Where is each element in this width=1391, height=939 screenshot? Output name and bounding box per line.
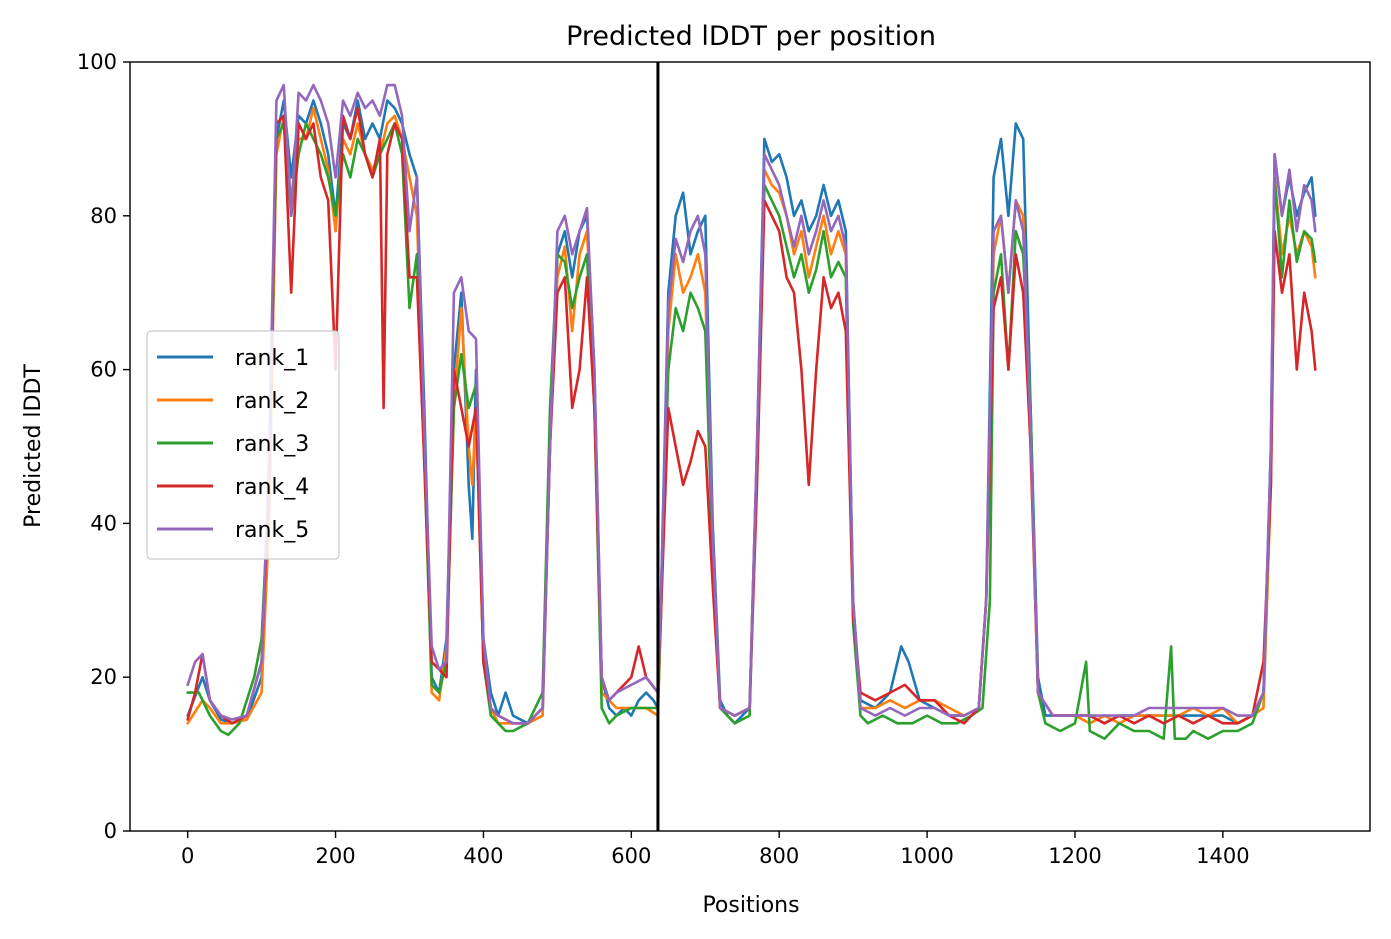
x-axis: 0 200 400 600 800 1000 1200 1400 bbox=[181, 831, 1250, 868]
legend-label: rank_3 bbox=[235, 432, 309, 457]
series-line-rank-5 bbox=[186, 83, 1317, 725]
x-tick-label: 800 bbox=[759, 844, 799, 868]
series-layer bbox=[186, 83, 1317, 740]
y-axis: 0 20 40 60 80 100 bbox=[77, 50, 130, 843]
y-tick-label: 40 bbox=[90, 511, 117, 535]
x-tick-label: 400 bbox=[463, 844, 503, 868]
legend-label: rank_1 bbox=[235, 346, 309, 371]
x-tick-label: 1200 bbox=[1048, 844, 1101, 868]
y-tick-label: 20 bbox=[90, 665, 117, 689]
y-tick-label: 100 bbox=[77, 50, 117, 74]
y-tick-label: 80 bbox=[90, 204, 117, 228]
x-axis-label: Positions bbox=[702, 893, 799, 918]
y-tick-label: 0 bbox=[104, 819, 117, 843]
legend-label: rank_4 bbox=[235, 475, 309, 500]
x-tick-label: 600 bbox=[611, 844, 651, 868]
legend: rank_1 rank_2 rank_3 rank_4 rank_5 bbox=[146, 330, 340, 560]
legend-box bbox=[146, 330, 340, 560]
legend-label: rank_5 bbox=[235, 518, 309, 543]
chart-title: Predicted lDDT per position bbox=[566, 21, 936, 52]
x-tick-label: 200 bbox=[316, 844, 356, 868]
y-tick-label: 60 bbox=[90, 358, 117, 382]
y-axis-label: Predicted lDDT bbox=[21, 364, 46, 528]
x-tick-label: 1400 bbox=[1196, 844, 1249, 868]
legend-label: rank_2 bbox=[235, 389, 309, 414]
x-tick-label: 1000 bbox=[900, 844, 953, 868]
plot-frame bbox=[129, 61, 1371, 832]
x-tick-label: 0 bbox=[181, 844, 194, 868]
